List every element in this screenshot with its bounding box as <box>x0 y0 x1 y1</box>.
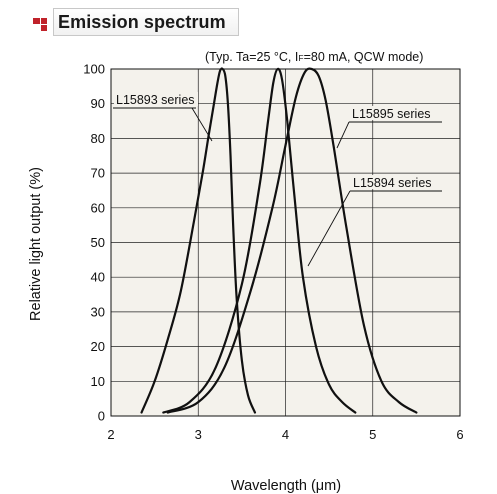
cond-subscript: F <box>298 53 304 63</box>
y-tick-label: 60 <box>91 200 105 215</box>
section-marker-icon <box>33 18 47 31</box>
series-label-l15895: L15895 series <box>352 107 431 121</box>
y-tick-label: 50 <box>91 235 105 250</box>
series-line-l15893 <box>140 67 257 414</box>
series-label-leader <box>336 121 350 149</box>
y-axis-title: Relative light output (%) <box>28 167 44 321</box>
series-label-leader <box>307 190 351 267</box>
cond-part-1: (Typ. Ta=25 °C, I <box>205 50 299 64</box>
series-line-l15894 <box>166 67 418 414</box>
series-line-l15895 <box>162 67 357 414</box>
chart-conditions: (Typ. Ta=25 °C, IF=80 mA, QCW mode) <box>205 50 423 64</box>
x-tick-label: 3 <box>195 427 202 442</box>
y-tick-label: 80 <box>91 131 105 146</box>
x-tick-label: 5 <box>369 427 376 442</box>
y-tick-label: 0 <box>98 409 105 424</box>
y-tick-label: 10 <box>91 374 105 389</box>
cond-part-2: =80 mA, QCW mode) <box>303 50 424 64</box>
series-label-leader <box>191 107 213 142</box>
series-label-bg <box>350 106 434 120</box>
series-label-l15894: L15894 series <box>353 176 432 190</box>
y-tick-label: 40 <box>91 270 105 285</box>
plot-frame <box>110 68 461 417</box>
y-tick-label: 100 <box>83 62 105 77</box>
x-tick-label: 2 <box>107 427 114 442</box>
y-tick-label: 30 <box>91 304 105 319</box>
section-title: Emission spectrum <box>58 12 226 32</box>
series-label-l15893: L15893 series <box>116 93 195 107</box>
series-label-bg <box>351 175 435 189</box>
y-tick-label: 20 <box>91 339 105 354</box>
x-tick-label: 4 <box>282 427 289 442</box>
series-label-bg <box>114 92 198 106</box>
y-tick-label: 90 <box>91 96 105 111</box>
x-axis-title: Wavelength (μm) <box>230 478 342 494</box>
section-title-box <box>53 8 239 36</box>
x-tick-label: 6 <box>456 427 463 442</box>
y-tick-label: 70 <box>91 166 105 181</box>
